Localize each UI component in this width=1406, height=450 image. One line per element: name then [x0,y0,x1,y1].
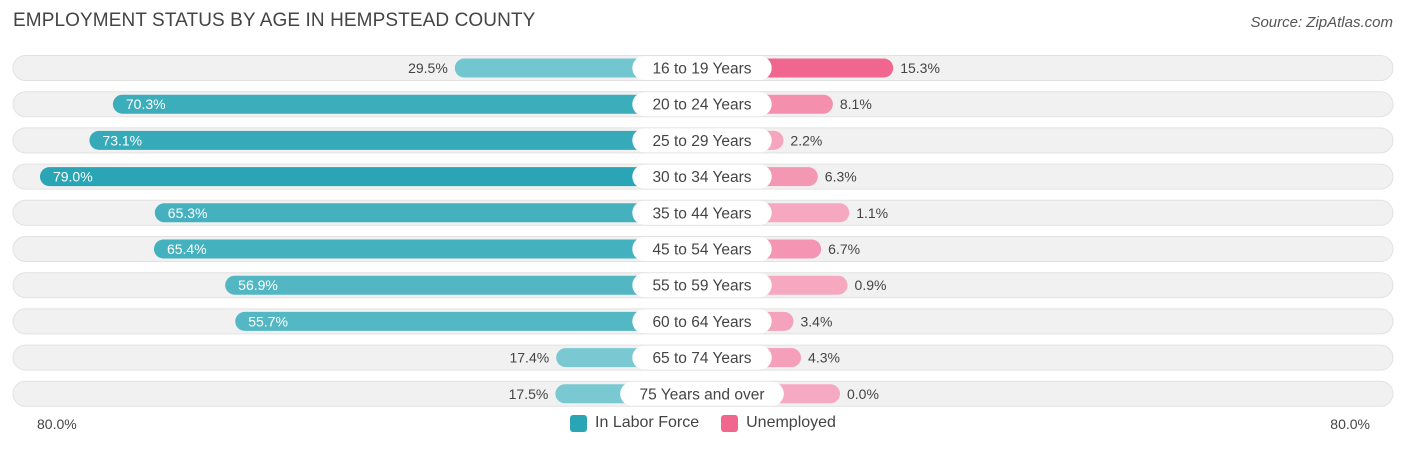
chart-title: EMPLOYMENT STATUS BY AGE IN HEMPSTEAD CO… [13,10,536,31]
category-label: 25 to 29 Years [652,133,751,150]
label-unemployed: 0.9% [855,277,887,293]
axis-right-label: 80.0% [1330,416,1370,432]
category-pill [632,56,772,80]
category-label: 30 to 34 Years [652,169,751,186]
label-labor-force: 55.7% [248,313,288,329]
bar-labor-force [112,94,703,114]
legend-label-labor-force: In Labor Force [595,414,700,431]
category-pill [632,92,772,117]
label-unemployed: 4.3% [808,350,840,366]
legend-item-unemployed: Unemployed [721,414,836,432]
bar-labor-force [154,203,702,223]
label-unemployed: 6.7% [828,241,860,257]
label-unemployed: 6.3% [825,169,857,185]
label-labor-force: 17.5% [509,386,549,402]
label-labor-force: 70.3% [126,96,166,112]
category-label: 20 to 24 Years [652,97,751,114]
label-labor-force: 79.0% [53,169,93,185]
category-label: 65 to 74 Years [652,350,751,367]
label-unemployed: 3.4% [800,313,832,329]
label-labor-force: 17.4% [509,350,549,366]
category-pill [632,309,772,334]
category-label: 16 to 19 Years [652,61,751,78]
label-unemployed: 15.3% [900,60,940,76]
label-unemployed: 0.0% [847,386,879,402]
source-note: Source: ZipAtlas.com [1250,14,1393,31]
label-labor-force: 73.1% [102,132,142,148]
legend: In Labor Force Unemployed [0,414,1406,432]
category-label: 45 to 54 Years [652,242,751,259]
category-label: 55 to 59 Years [652,278,751,295]
label-unemployed: 1.1% [856,205,888,221]
label-labor-force: 65.4% [167,241,207,257]
category-label: 35 to 44 Years [652,205,751,222]
legend-item-labor-force: In Labor Force [570,414,699,432]
label-unemployed: 8.1% [840,96,872,112]
label-labor-force: 65.3% [168,205,208,221]
category-pill [632,200,772,225]
category-label: 60 to 64 Years [652,314,751,331]
legend-swatch-unemployed [721,414,739,432]
category-pill [620,381,784,406]
bar-labor-force [235,311,702,331]
category-pill [632,345,772,370]
axis-left-label: 80.0% [37,416,77,432]
bar-labor-force [89,130,702,150]
category-pill [632,128,772,153]
bar-labor-force [153,239,702,259]
category-pill [632,273,772,298]
bar-labor-force [39,167,703,187]
bar-labor-force [225,275,703,295]
legend-label-unemployed: Unemployed [746,414,836,431]
label-labor-force: 29.5% [408,60,448,76]
legend-swatch-labor-force [570,414,588,432]
category-pill [632,164,772,189]
label-labor-force: 56.9% [238,277,278,293]
category-pill [632,237,772,261]
category-label: 75 Years and over [640,386,765,403]
label-unemployed: 2.2% [790,132,822,148]
